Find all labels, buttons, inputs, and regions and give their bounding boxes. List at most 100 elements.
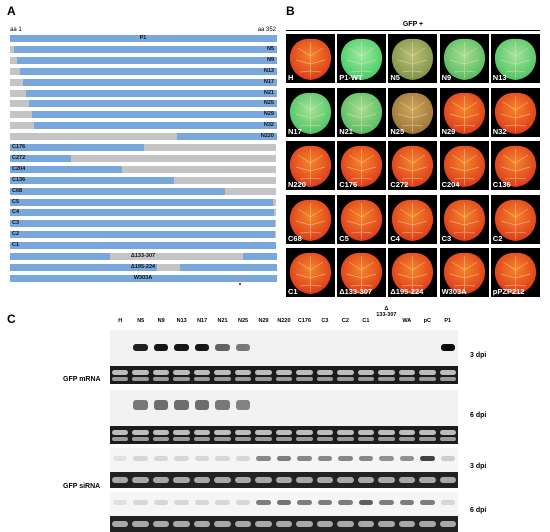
retained-region <box>13 45 277 53</box>
construct-label: N25 <box>263 100 274 107</box>
signal-band <box>235 344 251 351</box>
loading-band <box>378 370 395 375</box>
signal-band <box>276 456 292 461</box>
loading-band <box>112 430 129 435</box>
signal-band <box>153 344 169 351</box>
loading-band <box>132 430 149 435</box>
blot-group-label: GFP mRNA <box>63 376 101 383</box>
construct-label: C136 <box>12 176 26 183</box>
leaf-tile: P1-WT <box>337 34 387 83</box>
leaf-tile: C68 <box>286 194 335 244</box>
leaf-tile: N13 <box>490 34 540 83</box>
retained-region <box>31 111 277 119</box>
loading-control <box>110 366 458 384</box>
loading-band <box>234 477 252 483</box>
loading-band <box>255 477 272 483</box>
loading-band <box>419 437 436 441</box>
panel-b-letter: B <box>286 4 295 18</box>
lane-label: pC <box>423 318 431 324</box>
loading-band <box>234 437 252 441</box>
construct-track: C136 <box>10 176 276 184</box>
loading-band <box>275 521 293 527</box>
leaf-tile: N32 <box>490 87 540 137</box>
construct-track: N29 <box>10 111 277 119</box>
loading-band <box>255 377 272 381</box>
loading-band <box>173 377 190 381</box>
construct-label: W303A <box>133 274 153 281</box>
loading-band <box>173 430 190 435</box>
loading-band <box>152 370 170 375</box>
retained-region <box>10 242 277 250</box>
construct-track: C204 <box>10 165 276 173</box>
loading-band <box>378 377 395 381</box>
loading-band <box>112 370 129 375</box>
loading-band <box>152 430 170 435</box>
retained-region <box>242 253 277 260</box>
lane-label: N21 <box>217 318 228 324</box>
construct-track: C4 <box>10 209 276 217</box>
signal-band <box>113 500 128 505</box>
signal-band <box>215 400 230 410</box>
leaf-label: N9 <box>441 73 452 82</box>
loading-band <box>132 521 149 527</box>
loading-band <box>214 477 231 483</box>
leaf-label: C1 <box>288 287 298 297</box>
construct-label: C5 <box>12 198 20 205</box>
construct-label: N9 <box>266 56 274 63</box>
blot-image <box>110 330 458 384</box>
construct-track: N21 <box>10 89 277 97</box>
retained-region <box>10 187 226 195</box>
gfp-title-rule <box>286 30 540 31</box>
loading-band <box>234 521 252 527</box>
construct-label: Δ133-307 <box>130 253 156 259</box>
leaf-label: C204 <box>441 180 460 190</box>
signal-band <box>153 456 169 461</box>
loading-band <box>398 521 416 527</box>
loading-band <box>296 370 313 375</box>
dpi-label: 6 dpi <box>470 507 487 514</box>
signal-band <box>153 500 169 505</box>
signal-band <box>379 456 394 461</box>
loading-band <box>173 521 190 527</box>
signal-band <box>153 400 169 410</box>
loading-band <box>152 377 170 381</box>
lane-label: N25 <box>238 318 249 324</box>
loading-band <box>439 521 456 527</box>
lane-label: N13 <box>176 318 187 324</box>
loading-band <box>193 521 211 527</box>
leaf-label: C68 <box>288 233 302 243</box>
panel-c-letter: C <box>7 312 16 326</box>
mutation-marker <box>238 282 241 285</box>
leaf-tile: N17 <box>286 87 335 137</box>
construct-label: C2 <box>12 231 20 238</box>
signal-band <box>235 456 251 461</box>
construct-track: N17 <box>10 78 277 86</box>
leaf-tile: C2 <box>490 194 540 244</box>
lane-label: Δ 133-307 <box>376 306 397 318</box>
construct-track: N13 <box>10 67 277 75</box>
loading-band <box>296 521 313 527</box>
panel-a-letter: A <box>7 4 16 18</box>
construct-track: N220 <box>10 133 277 141</box>
loading-band <box>152 437 170 441</box>
retained-region <box>19 67 277 75</box>
leaf-tile: C204 <box>439 141 489 191</box>
leaf-tile: C5 <box>337 194 387 244</box>
lane-label: C176 <box>297 318 312 324</box>
leaf-tile: N25 <box>388 87 438 137</box>
loading-band <box>193 377 211 381</box>
construct-track: C1 <box>10 242 277 250</box>
signal-band <box>399 500 415 505</box>
loading-band <box>357 377 375 381</box>
dpi-label: 6 dpi <box>470 412 487 419</box>
loading-band <box>193 477 211 483</box>
loading-band <box>316 437 334 441</box>
leaf-label: N29 <box>441 126 456 136</box>
signal-band <box>338 456 353 461</box>
blot-image <box>110 448 458 488</box>
loading-band <box>316 521 334 527</box>
loading-band <box>112 477 129 483</box>
retained-region <box>10 253 111 260</box>
construct-label: C272 <box>12 154 26 161</box>
retained-region <box>179 263 277 271</box>
